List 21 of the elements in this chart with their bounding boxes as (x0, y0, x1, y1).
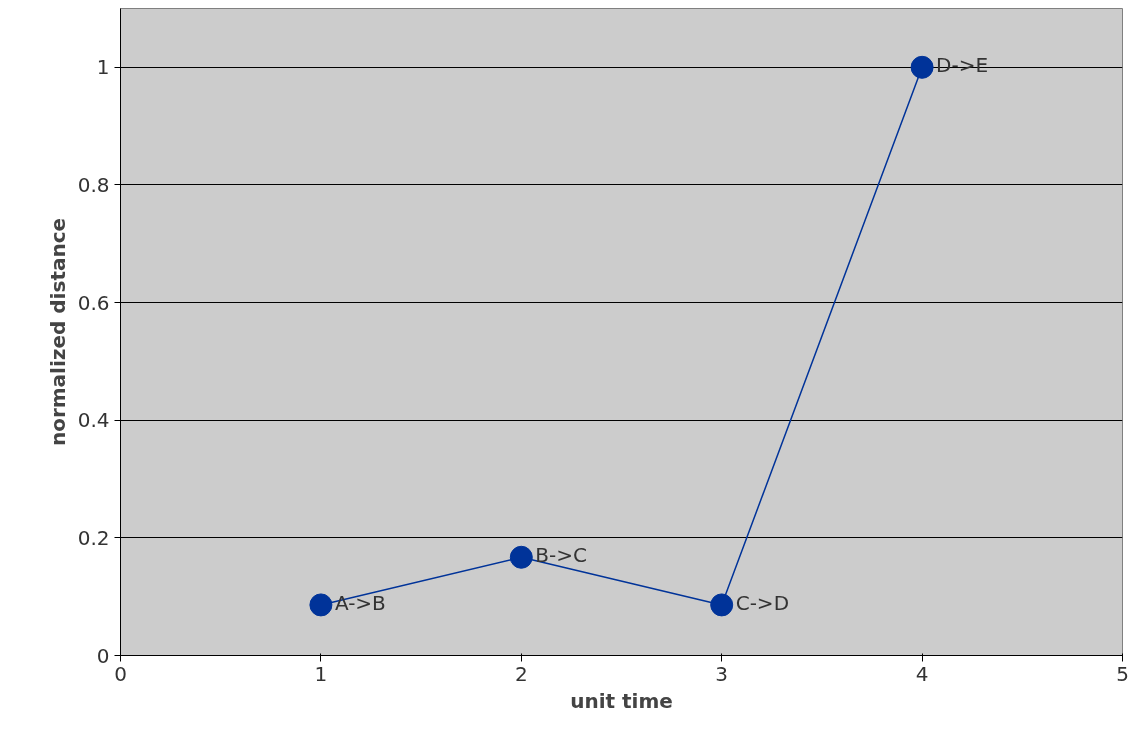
annotation: B->C (535, 543, 587, 568)
x-axis-title: unit time (570, 688, 673, 713)
point (509, 545, 533, 569)
point (309, 593, 333, 617)
point (710, 593, 734, 617)
x-tick-label: 3 (715, 661, 729, 686)
annotation: A->B (334, 590, 386, 615)
y-tick-label: 0.6 (77, 290, 110, 315)
y-tick-label: 0.4 (77, 408, 110, 433)
x-tick-label: 5 (1116, 661, 1129, 686)
x-tick-label: 0 (114, 661, 127, 686)
x-tick-label: 4 (915, 661, 929, 686)
point (910, 55, 934, 79)
y-tick-label: 0.2 (77, 525, 110, 550)
x-tick-label: 2 (514, 661, 528, 686)
annotation: C->D (735, 590, 790, 615)
y-tick-label: 0.8 (77, 172, 110, 197)
x-tick-label: 1 (314, 661, 328, 686)
y-axis-title: normalized distance (45, 217, 70, 447)
y-tick-label: 0 (96, 643, 110, 668)
y-tick-label: 1 (96, 55, 110, 80)
